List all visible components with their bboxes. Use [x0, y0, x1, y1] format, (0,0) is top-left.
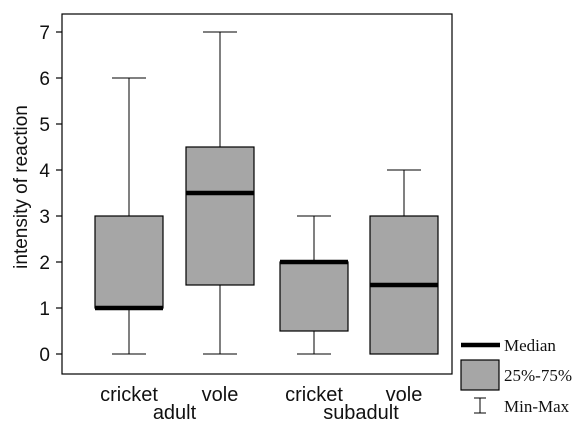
x-category-label: cricket — [100, 384, 158, 406]
box-adult-cricket — [94, 77, 164, 355]
legend-label: 25%-75% — [504, 366, 572, 385]
x-group-label: subadult — [323, 402, 399, 422]
x-group-label: adult — [153, 402, 197, 422]
y-tick-label: 2 — [39, 253, 50, 274]
box-adult-vole — [185, 31, 255, 355]
y-tick-label: 4 — [39, 161, 50, 182]
y-tick-label: 1 — [39, 299, 50, 320]
legend-item-box: 25%-75% — [460, 359, 572, 391]
y-axis-title: intensity of reaction — [11, 105, 32, 269]
y-tick-label: 0 — [39, 345, 50, 366]
x-category-label: vole — [202, 384, 239, 406]
y-tick-label: 6 — [39, 69, 50, 90]
legend-label: Min-Max — [504, 397, 570, 416]
legend-item-median-line: Median — [461, 336, 556, 355]
x-category-label: vole — [386, 384, 423, 406]
boxes-layer — [94, 31, 439, 355]
plot-frame — [61, 13, 453, 375]
iqr-box — [94, 215, 164, 309]
y-axis: 0 1 2 3 4 5 6 7 — [39, 23, 62, 366]
iqr-box — [185, 146, 255, 286]
legend-box-swatch — [460, 359, 500, 391]
box-subadult-cricket — [279, 215, 349, 355]
box-subadult-vole — [369, 169, 439, 355]
iqr-box — [279, 261, 349, 332]
x-category-label: cricket — [285, 384, 343, 406]
legend: Median 25%-75% Min-Max — [460, 336, 572, 416]
legend-item-whisker: Min-Max — [474, 397, 570, 416]
y-tick-label: 7 — [39, 23, 50, 44]
y-tick-label: 3 — [39, 207, 50, 228]
legend-label: Median — [504, 336, 556, 355]
y-tick-label: 5 — [39, 115, 50, 136]
